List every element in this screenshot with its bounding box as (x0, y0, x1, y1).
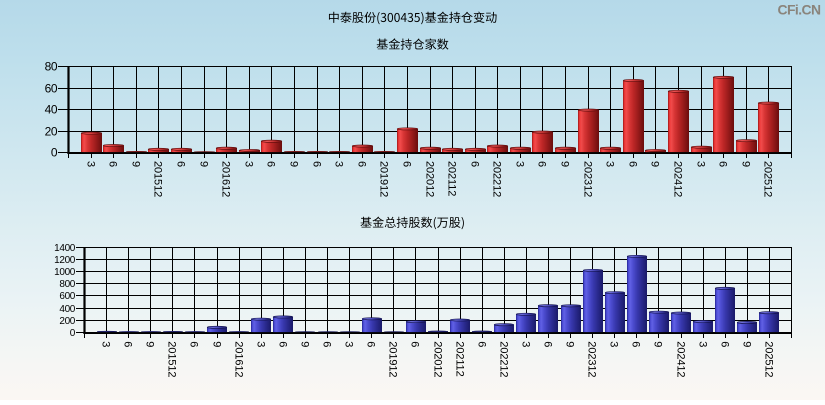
svg-text:9: 9 (299, 341, 311, 347)
svg-text:202212: 202212 (498, 341, 510, 377)
svg-text:3: 3 (608, 341, 620, 347)
svg-text:20: 20 (45, 125, 58, 139)
svg-text:6: 6 (536, 161, 548, 167)
svg-text:200: 200 (59, 316, 75, 327)
svg-text:202012: 202012 (432, 341, 444, 377)
svg-text:0: 0 (70, 328, 76, 339)
svg-text:6: 6 (277, 341, 289, 347)
svg-text:1200: 1200 (54, 255, 76, 266)
svg-text:3: 3 (604, 161, 616, 167)
svg-text:60: 60 (45, 82, 58, 96)
svg-text:6: 6 (175, 161, 187, 167)
svg-text:201512: 201512 (152, 161, 164, 197)
svg-text:202112: 202112 (446, 161, 458, 196)
svg-text:3: 3 (100, 341, 112, 347)
svg-text:202312: 202312 (582, 161, 594, 197)
svg-text:3: 3 (255, 341, 267, 347)
svg-text:6: 6 (265, 161, 277, 167)
svg-text:40: 40 (45, 103, 58, 117)
svg-text:201612: 201612 (233, 341, 245, 377)
svg-text:800: 800 (59, 279, 75, 290)
svg-text:80: 80 (45, 60, 58, 74)
svg-text:202212: 202212 (491, 161, 503, 197)
svg-text:6: 6 (321, 341, 333, 347)
svg-text:3: 3 (333, 161, 345, 167)
svg-text:3: 3 (697, 341, 709, 347)
svg-text:202412: 202412 (675, 341, 687, 377)
svg-text:6: 6 (409, 341, 421, 347)
svg-text:6: 6 (401, 161, 413, 167)
svg-text:201612: 201612 (220, 161, 232, 197)
svg-text:6: 6 (311, 161, 323, 167)
svg-text:9: 9 (649, 161, 661, 167)
svg-text:6: 6 (719, 341, 731, 347)
svg-text:9: 9 (288, 161, 300, 167)
svg-text:9: 9 (564, 341, 576, 347)
svg-text:201912: 201912 (378, 161, 390, 197)
svg-text:3: 3 (343, 341, 355, 347)
svg-text:6: 6 (122, 341, 134, 347)
svg-text:6: 6 (627, 161, 639, 167)
svg-text:6: 6 (630, 341, 642, 347)
svg-text:9: 9 (144, 341, 156, 347)
svg-text:1400: 1400 (54, 243, 76, 254)
svg-text:202312: 202312 (586, 341, 598, 377)
svg-text:6: 6 (188, 341, 200, 347)
svg-text:9: 9 (211, 341, 223, 347)
svg-text:400: 400 (59, 304, 75, 315)
svg-text:0: 0 (51, 146, 58, 160)
svg-text:1000: 1000 (54, 267, 76, 278)
svg-text:3: 3 (243, 161, 255, 167)
svg-text:6: 6 (365, 341, 377, 347)
svg-text:202512: 202512 (763, 341, 775, 377)
svg-text:202512: 202512 (762, 161, 774, 197)
svg-text:201512: 201512 (166, 341, 178, 377)
svg-text:6: 6 (107, 161, 119, 167)
svg-text:6: 6 (469, 161, 481, 167)
svg-text:9: 9 (198, 161, 210, 167)
svg-text:6: 6 (356, 161, 368, 167)
svg-text:9: 9 (559, 161, 571, 167)
svg-text:202112: 202112 (454, 341, 466, 376)
svg-text:202012: 202012 (424, 161, 436, 197)
svg-text:9: 9 (652, 341, 664, 347)
svg-text:3: 3 (695, 161, 707, 167)
svg-text:202412: 202412 (672, 161, 684, 197)
svg-text:600: 600 (59, 291, 75, 302)
svg-text:9: 9 (741, 341, 753, 347)
svg-text:9: 9 (740, 161, 752, 167)
svg-text:6: 6 (717, 161, 729, 167)
svg-text:6: 6 (476, 341, 488, 347)
svg-text:CFi.CN: CFi.CN (778, 2, 822, 18)
svg-text:201912: 201912 (387, 341, 399, 377)
svg-text:9: 9 (130, 161, 142, 167)
svg-text:3: 3 (85, 161, 97, 167)
svg-text:3: 3 (520, 341, 532, 347)
svg-text:3: 3 (514, 161, 526, 167)
svg-text:6: 6 (542, 341, 554, 347)
